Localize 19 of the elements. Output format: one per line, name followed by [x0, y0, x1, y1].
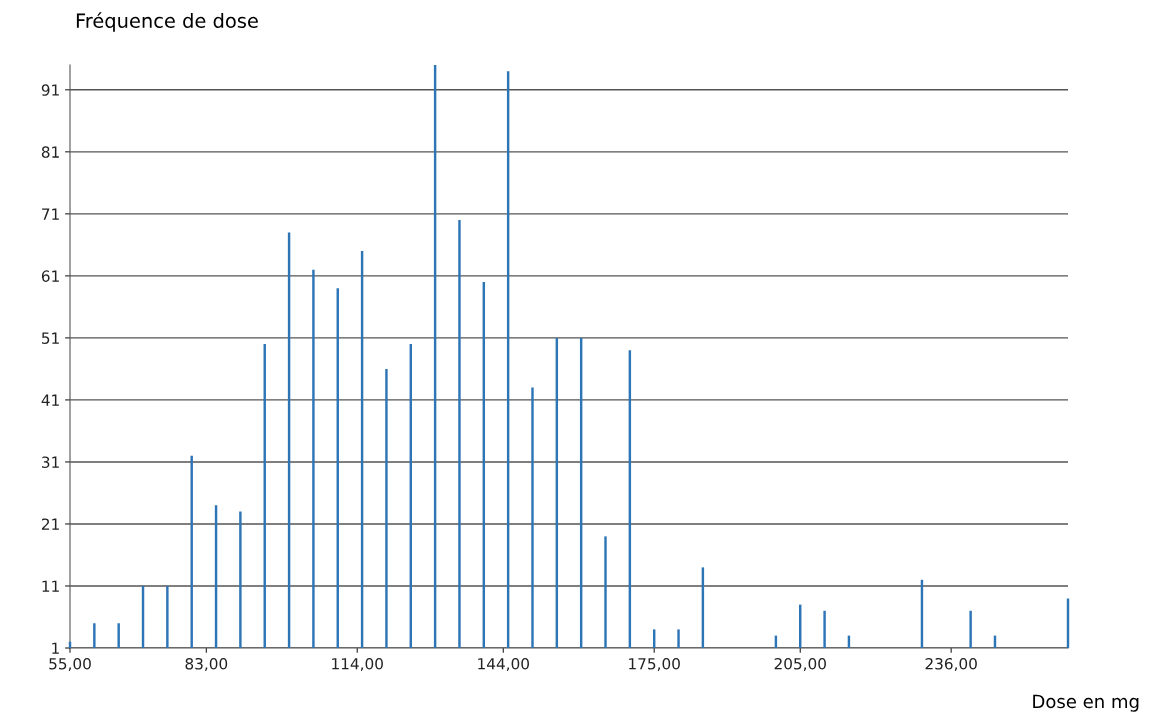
y-tick-label: 51: [42, 332, 59, 344]
x-tick-label: 55,00: [49, 657, 91, 672]
x-tick-label: 205,00: [774, 657, 826, 672]
x-tick-label: 83,00: [185, 657, 228, 672]
y-tick-label: 31: [42, 456, 59, 468]
y-tick-label: 1: [52, 642, 59, 654]
x-tick-label: 175,00: [629, 657, 680, 672]
y-tick-label: 81: [41, 146, 59, 158]
y-tick-label: 61: [41, 270, 59, 282]
y-tick-label: 91: [41, 84, 59, 96]
y-tick-label: 71: [42, 208, 59, 220]
x-tick-label: 114,00: [332, 657, 383, 672]
x-axis-title: Dose en mg: [1033, 694, 1139, 712]
y-tick-label: 11: [42, 580, 59, 592]
y-tick-label: 21: [41, 518, 59, 530]
y-axis-title: Fréquence de dose: [76, 12, 258, 32]
x-tick-label: 144,00: [478, 657, 529, 672]
x-tick-label: 236,00: [925, 657, 977, 672]
y-tick-label: 41: [41, 394, 59, 406]
